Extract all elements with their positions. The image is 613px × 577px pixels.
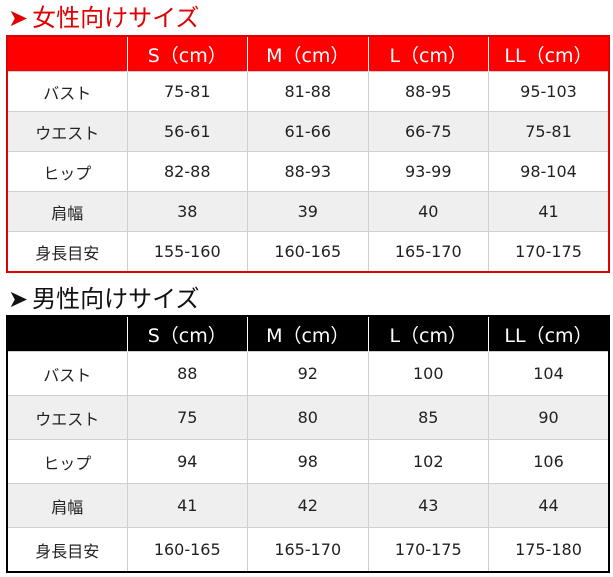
table-cell: 41 xyxy=(488,191,610,232)
table-row: バスト 88 92 100 104 xyxy=(6,351,610,396)
table-cell: 175-180 xyxy=(488,527,610,573)
table-cell: 160-165 xyxy=(247,231,369,273)
table-cell: 98-104 xyxy=(488,151,610,192)
row-label: ヒップ xyxy=(6,439,128,484)
table-cell: 90 xyxy=(488,395,610,440)
table-cell: 38 xyxy=(126,191,248,232)
table-cell: 100 xyxy=(367,351,489,396)
table-row: 肩幅 38 39 40 41 xyxy=(6,191,610,232)
table-row: 肩幅 41 42 43 44 xyxy=(6,483,610,528)
table-cell: 61-66 xyxy=(247,111,369,152)
women-size-table: S（cm） M（cm） L（cm） LL（cm） バスト 75-81 81-88… xyxy=(6,35,610,273)
table-row: ヒップ 94 98 102 106 xyxy=(6,439,610,484)
men-size-title-text: 男性向けサイズ xyxy=(32,285,200,313)
table-cell: 85 xyxy=(367,395,489,440)
table-cell: 75-81 xyxy=(488,111,610,152)
header-cell-s: S（cm） xyxy=(127,36,248,72)
table-cell: 75 xyxy=(126,395,248,440)
table-cell: 94 xyxy=(126,439,248,484)
table-row: ウエスト 56-61 61-66 66-75 75-81 xyxy=(6,111,610,152)
table-cell: 88-95 xyxy=(367,71,489,112)
arrow-right-icon: ➤ xyxy=(8,285,29,313)
row-label: 肩幅 xyxy=(6,191,128,232)
row-label: ウエスト xyxy=(6,111,128,152)
table-cell: 165-170 xyxy=(247,527,369,573)
header-cell-s: S（cm） xyxy=(127,316,248,352)
table-row: ヒップ 82-88 88-93 93-99 98-104 xyxy=(6,151,610,192)
header-cell-l: L（cm） xyxy=(368,316,489,352)
header-cell-blank xyxy=(7,316,128,352)
table-row: 身長目安 155-160 160-165 165-170 170-175 xyxy=(6,231,610,273)
table-cell: 170-175 xyxy=(367,527,489,573)
header-cell-blank xyxy=(7,36,128,72)
table-cell: 88 xyxy=(126,351,248,396)
row-label: 肩幅 xyxy=(6,483,128,528)
table-row: 身長目安 160-165 165-170 170-175 175-180 xyxy=(6,527,610,573)
table-cell: 92 xyxy=(247,351,369,396)
table-cell: 43 xyxy=(367,483,489,528)
header-cell-ll: LL（cm） xyxy=(488,316,609,352)
table-cell: 40 xyxy=(367,191,489,232)
table-cell: 42 xyxy=(247,483,369,528)
row-label: ヒップ xyxy=(6,151,128,192)
arrow-right-icon: ➤ xyxy=(8,4,29,32)
table-cell: 39 xyxy=(247,191,369,232)
table-cell: 82-88 xyxy=(126,151,248,192)
table-cell: 170-175 xyxy=(488,231,610,273)
table-cell: 80 xyxy=(247,395,369,440)
table-cell: 66-75 xyxy=(367,111,489,152)
table-row: ウエスト 75 80 85 90 xyxy=(6,395,610,440)
table-cell: 102 xyxy=(367,439,489,484)
table-row: バスト 75-81 81-88 88-95 95-103 xyxy=(6,71,610,112)
table-header-row: S（cm） M（cm） L（cm） LL（cm） xyxy=(7,316,609,352)
table-cell: 106 xyxy=(488,439,610,484)
women-size-title-text: 女性向けサイズ xyxy=(32,4,200,32)
row-label: バスト xyxy=(6,351,128,396)
table-cell: 160-165 xyxy=(126,527,248,573)
header-cell-m: M（cm） xyxy=(247,36,369,72)
men-size-table: S（cm） M（cm） L（cm） LL（cm） バスト 88 92 100 1… xyxy=(6,315,610,573)
table-cell: 104 xyxy=(488,351,610,396)
table-header-row: S（cm） M（cm） L（cm） LL（cm） xyxy=(7,36,609,72)
header-cell-l: L（cm） xyxy=(368,36,489,72)
row-label: 身長目安 xyxy=(6,527,128,573)
table-cell: 95-103 xyxy=(488,71,610,112)
table-cell: 56-61 xyxy=(126,111,248,152)
table-cell: 88-93 xyxy=(247,151,369,192)
table-cell: 165-170 xyxy=(367,231,489,273)
table-cell: 44 xyxy=(488,483,610,528)
row-label: バスト xyxy=(6,71,128,112)
table-cell: 75-81 xyxy=(126,71,248,112)
header-cell-m: M（cm） xyxy=(247,316,369,352)
header-cell-ll: LL（cm） xyxy=(488,36,609,72)
table-cell: 93-99 xyxy=(367,151,489,192)
table-cell: 81-88 xyxy=(247,71,369,112)
table-cell: 41 xyxy=(126,483,248,528)
men-size-title: ➤ 男性向けサイズ xyxy=(8,283,199,315)
table-cell: 155-160 xyxy=(126,231,248,273)
row-label: ウエスト xyxy=(6,395,128,440)
table-cell: 98 xyxy=(247,439,369,484)
row-label: 身長目安 xyxy=(6,231,128,273)
women-size-title: ➤ 女性向けサイズ xyxy=(8,2,199,34)
